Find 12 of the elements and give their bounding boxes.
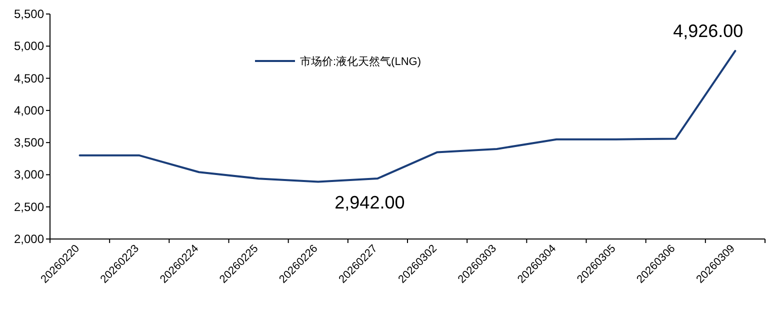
y-tick-label: 3,500 bbox=[14, 136, 44, 150]
y-tick-label: 2,500 bbox=[14, 200, 44, 214]
y-tick-label: 4,500 bbox=[14, 71, 44, 86]
legend-label: 市场价:液化天然气(LNG) bbox=[300, 55, 421, 68]
data-label: 2,942.00 bbox=[334, 192, 405, 212]
y-tick-label: 5,500 bbox=[14, 7, 44, 21]
line-series bbox=[78, 50, 736, 183]
y-tick-label: 3,000 bbox=[14, 168, 44, 182]
y-tick-label: 2,000 bbox=[14, 232, 44, 246]
y-tick-label: 5,000 bbox=[14, 39, 44, 54]
y-tick-label: 4,000 bbox=[14, 103, 44, 118]
data-label: 4,926.00 bbox=[673, 20, 744, 41]
